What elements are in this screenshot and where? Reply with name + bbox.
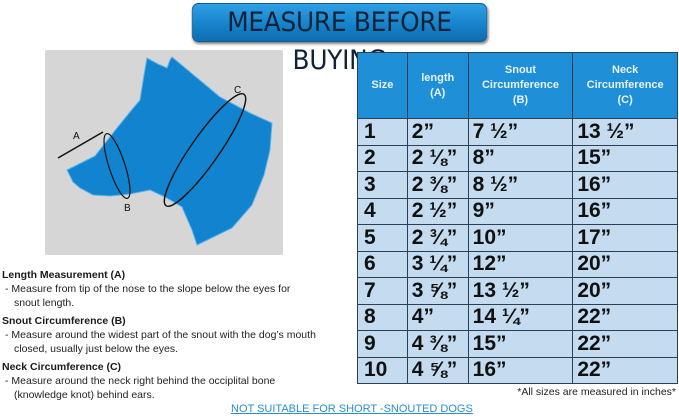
instruction-text: (knowledge knot) behind ears. [14,389,155,401]
table-row: 8 4” 14 ¼” 22” [357,303,678,331]
instruction-text: - Measure around the widest part of the … [5,329,316,341]
table-cell: 4 ⅝” [406,356,469,384]
column-header-line: (B) [512,94,529,106]
label-b: B [124,203,131,214]
instruction-text: - Measure around the neck right behind t… [5,375,276,387]
label-a: A [73,131,80,142]
column-header-line: length [421,71,455,84]
table-cell: 5 [357,224,408,252]
table-cell: 7 ½” [467,118,574,146]
column-header: length (A) [406,52,469,119]
column-header-line: (C) [617,94,633,106]
table-cell: 3 ⅝” [406,277,469,305]
measurement-instructions: Length Measurement (A) - Measure from ti… [2,268,352,402]
instruction-title: Neck Circumference (C) [2,361,122,373]
size-chart-table: Size length (A) Snout Circumference (B) Neck Ci… [357,52,678,384]
table-cell: 2 [357,144,408,172]
column-header-line: Snout [504,64,537,76]
table-cell: 9 [357,330,408,358]
column-header-line: (A) [430,86,446,99]
instruction-text: snout length. [14,297,75,309]
instruction-title: Length Measurement (A) [2,269,126,281]
table-cell: 10 [357,356,408,384]
table-cell: 2” [406,118,469,146]
table-cell: 2 ⅜” [406,171,469,199]
table-cell: 3 ¼” [406,250,469,278]
table-cell: 4 [357,197,408,225]
table-cell: 20” [572,250,678,278]
table-cell: 3 [357,171,408,199]
table-cell: 7 [357,277,408,305]
table-header-row: Size length (A) Snout Circumference (B) Neck Ci… [357,52,678,119]
table-cell: 9” [467,197,574,225]
instruction-text: closed, usually just below the eyes. [14,343,179,355]
table-cell: 16” [467,356,574,384]
column-header-line: Neck [612,64,639,76]
label-c: C [234,85,241,96]
table-cell: 12” [467,250,574,278]
instruction-title: Snout Circumference (B) [2,315,126,327]
table-cell: 13 ½” [572,118,678,146]
table-cell: 20” [572,277,678,305]
table-cell: 8” [467,144,574,172]
instruction-text: - Measure from tip of the nose to the sl… [5,283,291,295]
table-cell: 1 [357,118,408,146]
column-header-line: Size [371,79,394,91]
table-cell: 8 [357,303,408,331]
table-cell: 2 ½” [406,197,469,225]
table-cell: 2 ¾” [406,224,469,252]
column-header-line: Circumference [481,79,559,91]
table-row: 10 4 ⅝” 16” 22” [357,356,678,384]
table-cell: 10” [467,224,574,252]
table-cell: 17” [572,224,678,252]
snout-b-loop [103,132,131,200]
table-cell: 4” [406,303,469,331]
table-cell: 2 ⅛” [406,144,469,172]
table-cell: 22” [572,356,678,384]
table-cell: 22” [572,303,678,331]
column-header: Snout Circumference (B) [467,52,574,119]
table-cell: 4 ⅜” [406,330,469,358]
table-cell: 16” [572,171,678,199]
dog-head-silhouette [66,56,273,246]
table-cell: 14 ¼” [467,303,574,331]
table-cell: 15” [572,144,678,172]
table-row: 1 2” 7 ½” 13 ½” [357,118,678,146]
table-cell: 13 ½” [467,277,574,305]
table-cell: 6 [357,250,408,278]
units-note: *All sizes are measured in inches* [517,386,676,398]
column-header-line: Circumference [586,79,664,91]
table-cell: 16” [572,197,678,225]
column-header: Neck Circumference (C) [572,52,678,119]
neck-c-loop [163,93,247,207]
length-a-line [57,131,104,159]
table-cell: 8 ½” [467,171,574,199]
column-header: Size [357,52,408,119]
short-snout-warning-link[interactable]: NOT SUITABLE FOR SHORT -SNOUTED DOGS [231,403,473,415]
table-cell: 22” [572,330,678,358]
table-cell: 15” [467,330,574,358]
